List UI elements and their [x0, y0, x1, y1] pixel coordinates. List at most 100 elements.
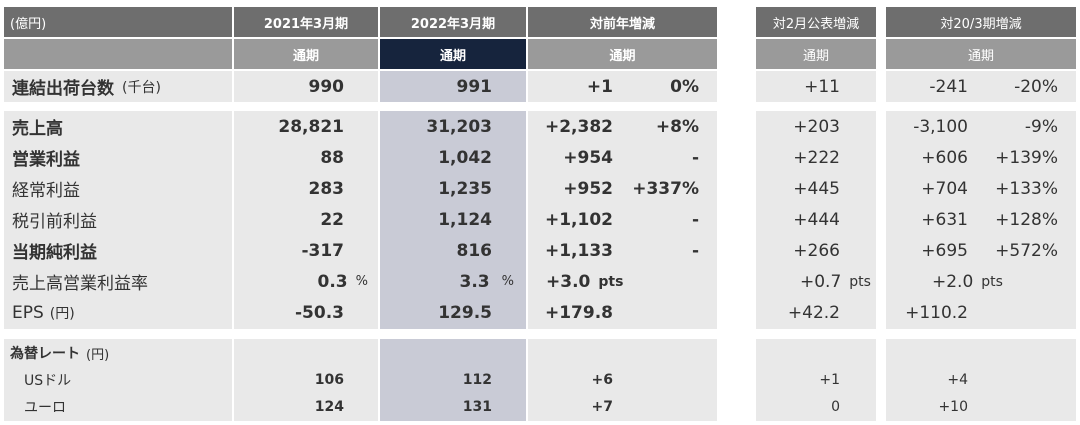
row-net-income-label: 当期純利益	[12, 243, 97, 263]
subheader-yoy: 通期	[528, 39, 717, 69]
header-vs-feb: 対2月公表増減	[756, 7, 876, 37]
row-op-income-fy2022: 1,042	[438, 147, 492, 168]
row-net-income-yoy: +1,133	[544, 240, 613, 261]
row-sales-vs-feb: +203	[793, 116, 840, 137]
row-net-income-vs-feb: +266	[793, 240, 840, 261]
row-eps-vs-feb: +42.2	[787, 302, 840, 323]
main-block-fy2022-bg	[380, 111, 526, 329]
fx-usd-label: USドル	[24, 373, 72, 389]
row-net-income-vs-20-pct: +572%	[995, 240, 1058, 261]
row-pretax-income-fy2021: 22	[320, 209, 344, 230]
row-net-income-fy2022: 816	[456, 240, 493, 261]
row-margin-label: 売上高営業利益率	[12, 274, 148, 294]
row-sales-yoy-pct: +8%	[655, 116, 699, 137]
row-margin-yoy-pts: pts	[598, 273, 624, 290]
shipments-vs-feb: +11	[756, 71, 876, 102]
row-margin-vs-20: +2.0 pts	[932, 266, 1003, 297]
fx-eur-vs-feb: 0	[831, 399, 840, 415]
shipments-yoy: +1	[586, 76, 613, 97]
header-fy2022: 2022年3月期	[380, 7, 526, 37]
fx-yoy-bg	[528, 339, 717, 421]
shipments-yoy-pct: 0%	[670, 76, 699, 97]
shipments-label-text: 連結出荷台数	[12, 79, 114, 99]
fx-eur-fy2022: 131	[462, 399, 492, 415]
row-ordinary-income-vs-20: +704	[921, 178, 968, 199]
subheader-blank	[4, 39, 232, 69]
row-margin-fy2022-pct: %	[501, 274, 514, 289]
fx-title-text: 為替レート	[10, 346, 80, 362]
fx-eur-yoy: +7	[591, 399, 613, 415]
row-op-income-yoy-pct: -	[691, 147, 699, 168]
subheader-vs-20: 通期	[886, 39, 1076, 69]
fx-title: 為替レート (円)	[10, 341, 109, 365]
fx-usd-fy2022: 112	[462, 372, 492, 388]
row-margin-yoy: +3.0 pts	[546, 266, 623, 297]
row-op-income-label: 営業利益	[12, 150, 80, 170]
row-margin-vs-20-value: +2.0	[932, 271, 974, 292]
header-vs-20: 対20/3期増減	[886, 7, 1076, 37]
main-block-label-bg	[4, 111, 232, 329]
fx-fy2021-bg	[234, 339, 378, 421]
row-margin-vs-20-pts: pts	[981, 273, 1003, 290]
row-margin-yoy-value: +3.0	[546, 271, 591, 292]
fx-unit: (円)	[86, 347, 110, 363]
row-net-income-fy2021: -317	[301, 240, 344, 261]
row-pretax-income-yoy: +1,102	[544, 209, 613, 230]
row-ordinary-income-vs-20-pct: +133%	[995, 178, 1058, 199]
row-pretax-income-label: 税引前利益	[12, 212, 97, 232]
row-sales-yoy: +2,382	[544, 116, 613, 137]
row-op-income-yoy: +954	[563, 147, 613, 168]
row-op-income-vs-20-pct: +139%	[995, 147, 1058, 168]
shipments-vs-20-cell: -241 -20%	[886, 71, 1076, 102]
row-eps-fy2021: -50.3	[295, 302, 344, 323]
fx-usd-vs-feb: +1	[819, 372, 840, 388]
row-ordinary-income-fy2021: 283	[308, 178, 345, 199]
fx-label-bg	[4, 339, 232, 421]
fx-usd-yoy: +6	[591, 372, 613, 388]
row-eps-unit: (円)	[49, 305, 75, 322]
shipments-fy2022: 991	[380, 71, 526, 102]
shipments-vs-20-pct: -20%	[1014, 76, 1058, 97]
row-sales-vs-20-pct: -9%	[1024, 116, 1058, 137]
fx-usd-fy2021: 106	[314, 372, 344, 388]
row-margin-fy2022-value: 3.3	[459, 271, 490, 292]
row-sales-vs-20: -3,100	[913, 116, 968, 137]
fx-eur-vs-20: +10	[938, 399, 968, 415]
row-eps-label-text: EPS	[12, 302, 44, 323]
subheader-vs-feb: 通期	[756, 39, 876, 69]
header-fy2021: 2021年3月期	[234, 7, 378, 37]
row-op-income-fy2021: 88	[320, 147, 344, 168]
row-margin-fy2021-pct: %	[355, 274, 368, 289]
fx-vs-20-bg	[886, 339, 1076, 421]
shipments-fy2021: 990	[234, 71, 378, 102]
row-ordinary-income-fy2022: 1,235	[438, 178, 492, 199]
row-margin-vs-feb-value: +0.7	[800, 271, 842, 292]
row-net-income-yoy-pct: -	[691, 240, 699, 261]
shipments-vs-20: -241	[929, 76, 968, 97]
row-sales-fy2022: 31,203	[426, 116, 492, 137]
row-ordinary-income-vs-feb: +445	[793, 178, 840, 199]
fx-usd-vs-20: +4	[947, 372, 968, 388]
row-op-income-vs-feb: +222	[793, 147, 840, 168]
subheader-fy2022: 通期	[380, 39, 526, 69]
row-eps-label: EPS (円)	[4, 297, 75, 328]
row-pretax-income-vs-20: +631	[921, 209, 968, 230]
row-pretax-income-fy2022: 1,124	[438, 209, 492, 230]
row-margin-vs-feb: +0.7 pts	[800, 266, 871, 297]
fx-vs-feb-bg	[756, 339, 876, 421]
main-block-fy2021-bg	[234, 111, 378, 329]
row-ordinary-income-yoy: +952	[563, 178, 613, 199]
row-eps-yoy: +179.8	[544, 302, 613, 323]
row-sales-label: 売上高	[12, 119, 63, 139]
subheader-fy2021: 通期	[234, 39, 378, 69]
row-eps-vs-20: +110.2	[905, 302, 968, 323]
row-op-income-vs-20: +606	[921, 147, 968, 168]
row-margin-vs-feb-pts: pts	[849, 273, 871, 290]
header-unit: (億円)	[4, 7, 232, 37]
row-margin-fy2021: 0.3 %	[318, 266, 368, 297]
row-pretax-income-vs-feb: +444	[793, 209, 840, 230]
row-net-income-vs-20: +695	[921, 240, 968, 261]
fx-eur-label: ユーロ	[24, 400, 66, 416]
main-block-vs-20-bg	[886, 111, 1076, 329]
row-eps-fy2022: 129.5	[438, 302, 492, 323]
